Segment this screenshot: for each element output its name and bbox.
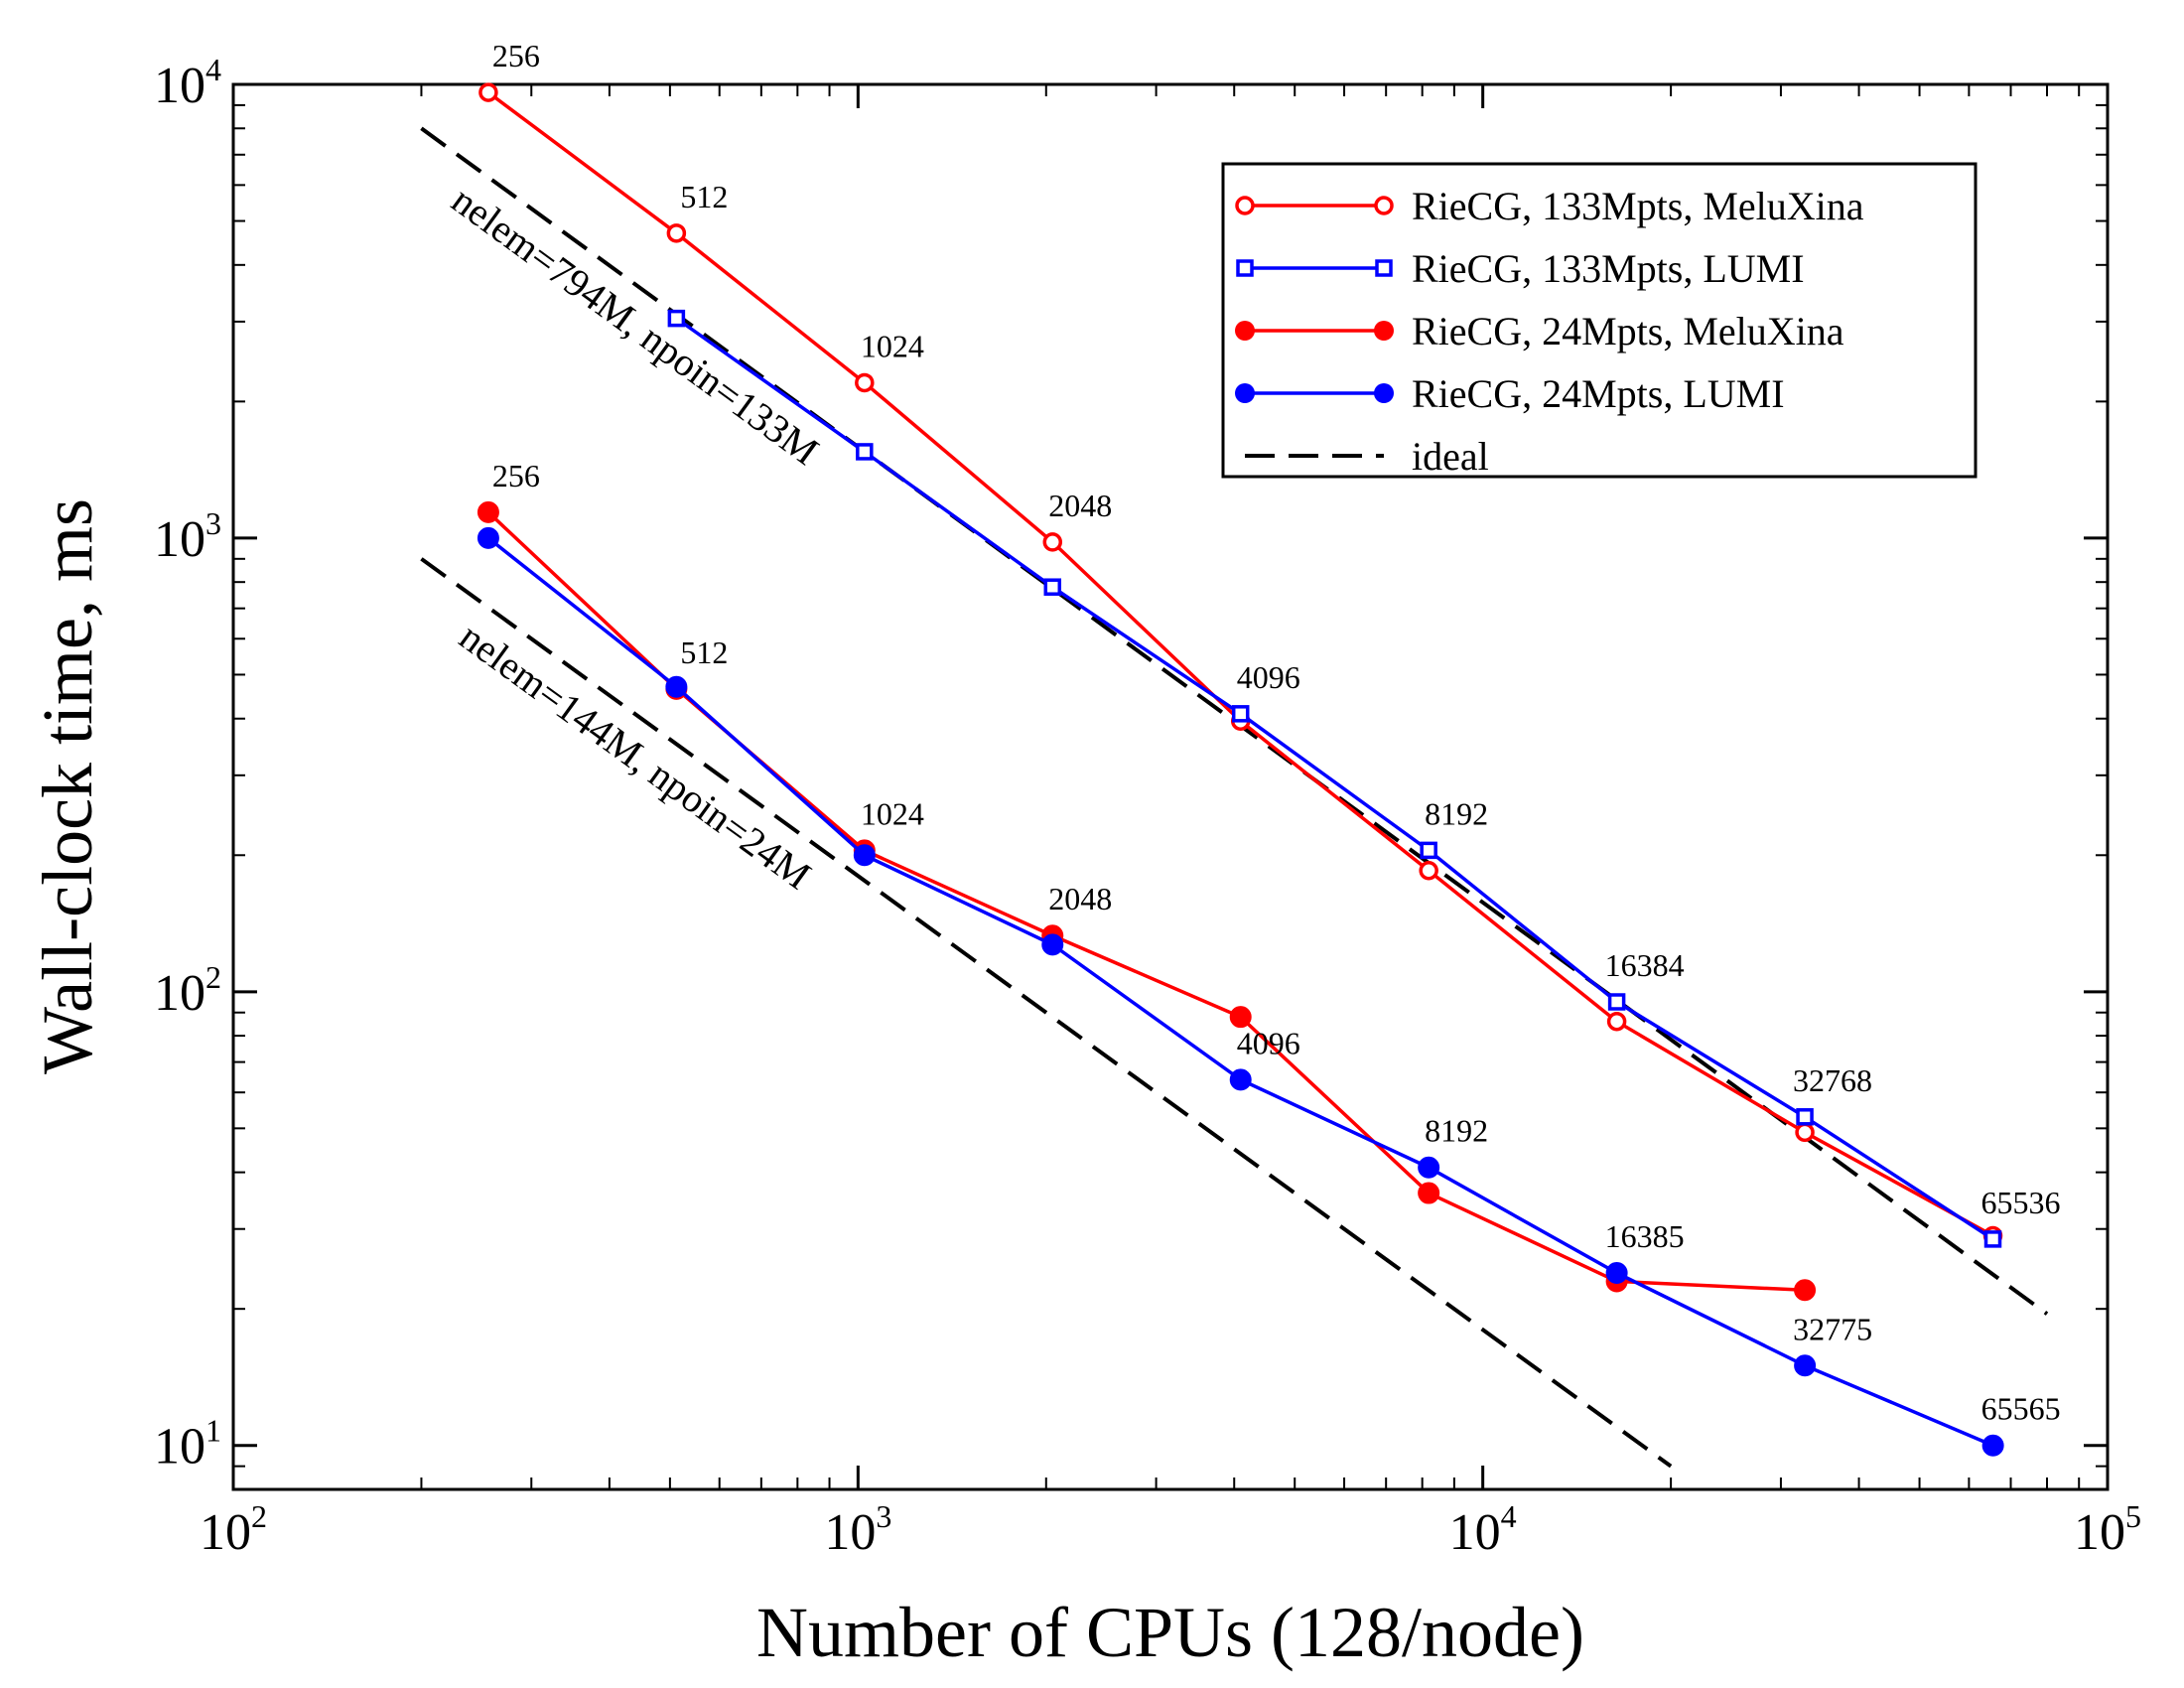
point-label: 512: [680, 179, 728, 214]
point-label: 8192: [1425, 795, 1488, 831]
data-point: [1042, 532, 1063, 552]
data-point: [1041, 933, 1064, 956]
legend-marker: [1235, 383, 1255, 403]
data-point: [1795, 1122, 1815, 1143]
point-label: 1024: [861, 328, 924, 363]
axis-ticks: 102 103 104 105 101 102 103 104: [154, 52, 2141, 1561]
legend-marker: [1236, 259, 1254, 277]
legend-label: RieCG, 133Mpts, MeluXina: [1412, 184, 1864, 228]
point-label: 65536: [1981, 1185, 2061, 1220]
series-3: 4096 8192 16385 32775 65565: [477, 526, 2061, 1457]
legend-marker: [1235, 196, 1255, 215]
data-point: [1420, 841, 1437, 860]
point-label: 65565: [1981, 1391, 2061, 1427]
point-label: 4096: [1237, 659, 1300, 695]
data-point: [477, 500, 499, 523]
legend: RieCG, 133Mpts, MeluXina RieCG, 133Mpts, …: [1221, 162, 1978, 479]
data-point: [1794, 1354, 1817, 1377]
legend-marker: [1375, 259, 1393, 277]
plot-frame: [231, 82, 2110, 1491]
data-point: [1418, 1156, 1440, 1179]
point-label: 4096: [1237, 1025, 1300, 1060]
point-label: 256: [492, 458, 540, 493]
data-point: [1229, 1068, 1252, 1091]
point-label: 2048: [1048, 488, 1112, 523]
point-label: 512: [680, 634, 728, 670]
data-point: [856, 443, 874, 461]
y-tick-label: 101: [154, 1413, 221, 1476]
data-point: [1229, 1006, 1252, 1029]
ideal-annotation: nelem=794M, npoin=133M: [444, 177, 827, 474]
point-label: 256: [492, 38, 540, 73]
series-line: [675, 317, 1994, 1241]
data-point: [1794, 1279, 1817, 1302]
legend-label: RieCG, 24Mpts, MeluXina: [1412, 309, 1844, 353]
legend-label: ideal: [1412, 434, 1489, 479]
data-point: [1043, 578, 1062, 596]
data-point: [665, 675, 688, 698]
x-tick-label: 103: [824, 1498, 891, 1561]
legend-label: RieCG, 24Mpts, LUMI: [1412, 371, 1785, 416]
series-1: 4096 8192 16384 32768 65536: [667, 309, 2061, 1248]
y-axis-title: Wall-clock time, ms: [28, 498, 107, 1074]
data-point: [1983, 1230, 2002, 1248]
data-point: [1419, 860, 1438, 881]
data-point: [667, 309, 686, 328]
data-point: [477, 526, 499, 549]
legend-marker: [1235, 321, 1255, 341]
data-point: [853, 844, 876, 867]
legend-marker: [1374, 321, 1394, 341]
x-tick-label: 104: [1449, 1498, 1517, 1561]
legend-marker: [1374, 196, 1394, 215]
point-label: 8192: [1425, 1113, 1488, 1149]
point-label: 32775: [1793, 1311, 1872, 1346]
series-2: 256 512 1024 2048: [477, 458, 1817, 1302]
x-axis-title: Number of CPUs (128/node): [756, 1593, 1584, 1672]
data-point: [1981, 1434, 2004, 1457]
x-tick-label: 102: [200, 1498, 267, 1561]
legend-box: [1221, 162, 1978, 479]
data-point: [1231, 705, 1250, 723]
y-tick-label: 102: [154, 959, 221, 1022]
data-point: [478, 82, 498, 102]
data-point: [1605, 1261, 1628, 1284]
point-label: 16385: [1605, 1218, 1685, 1254]
point-label: 16384: [1605, 947, 1685, 983]
point-label: 1024: [861, 795, 924, 831]
series-line: [486, 510, 1806, 1293]
y-tick-label: 104: [154, 52, 221, 114]
point-label: 32768: [1793, 1062, 1872, 1098]
data-point: [855, 372, 875, 393]
data-point: [1606, 1011, 1627, 1032]
data-series: 256 512 1024 2048 4096 8192 16384 32768 65536 256…: [477, 38, 2061, 1457]
legend-label: RieCG, 133Mpts, LUMI: [1412, 246, 1805, 291]
data-point: [666, 223, 687, 243]
ideal-line: [420, 557, 1673, 1469]
x-tick-label: 105: [2074, 1498, 2141, 1561]
data-point: [1607, 993, 1626, 1011]
data-point: [1796, 1108, 1814, 1126]
legend-marker: [1374, 383, 1394, 403]
point-label: 2048: [1048, 881, 1112, 916]
y-tick-label: 103: [154, 505, 221, 568]
data-point: [1418, 1182, 1440, 1204]
